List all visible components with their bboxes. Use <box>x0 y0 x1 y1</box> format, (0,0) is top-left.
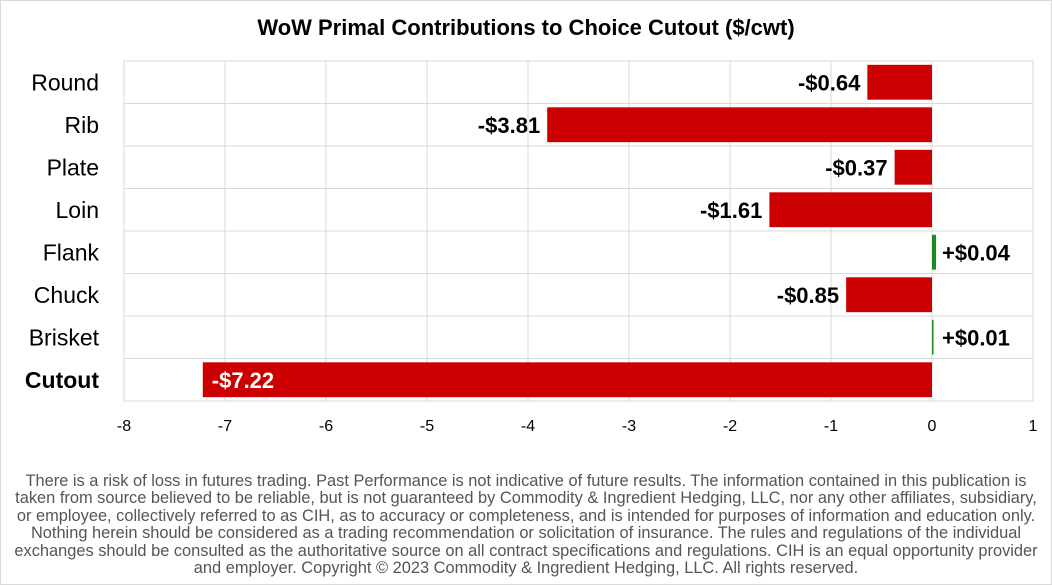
disclaimer-text: There is a risk of loss in futures tradi… <box>14 472 1038 578</box>
value-label-brisket: +$0.01 <box>942 325 1010 350</box>
bar-round <box>867 64 932 100</box>
bar-chart: Round -$0.64 Rib -$3.81 Plate -$0.37 Loin -$1.6… <box>25 60 1038 435</box>
x-tick-label: 1 <box>1029 418 1038 435</box>
bar-brisket <box>932 319 934 355</box>
value-label-flank: +$0.04 <box>942 240 1011 265</box>
value-label-rib: -$3.81 <box>478 113 540 138</box>
category-label-brisket: Brisket <box>29 324 100 350</box>
bar-cutout <box>202 362 932 398</box>
value-label-chuck: -$0.85 <box>777 283 839 308</box>
value-label-loin: -$1.61 <box>700 198 762 223</box>
category-label-cutout: Cutout <box>25 367 99 393</box>
category-label-plate: Plate <box>47 154 99 180</box>
bar-loin <box>769 192 932 228</box>
bar-chuck <box>846 277 932 313</box>
category-label-round: Round <box>31 69 99 95</box>
x-tick-label: -8 <box>117 418 131 435</box>
bar-flank <box>932 234 937 270</box>
x-tick-label: -4 <box>521 418 535 435</box>
category-label-rib: Rib <box>64 112 99 138</box>
x-tick-label: -3 <box>622 418 636 435</box>
x-tick-label: -6 <box>319 418 333 435</box>
bar-plate <box>894 149 932 185</box>
value-label-cutout: -$7.22 <box>212 368 274 393</box>
x-tick-label: -2 <box>723 418 737 435</box>
category-label-flank: Flank <box>43 239 100 265</box>
bar-rib <box>547 107 932 143</box>
category-label-loin: Loin <box>56 197 99 223</box>
x-tick-label: -7 <box>218 418 232 435</box>
x-tick-label: 0 <box>928 418 937 435</box>
x-tick-label: -5 <box>420 418 434 435</box>
x-tick-label: -1 <box>824 418 838 435</box>
value-label-plate: -$0.37 <box>825 155 887 180</box>
category-label-chuck: Chuck <box>34 282 100 308</box>
chart-title: WoW Primal Contributions to Choice Cutou… <box>257 15 795 40</box>
value-label-round: -$0.64 <box>798 70 861 95</box>
